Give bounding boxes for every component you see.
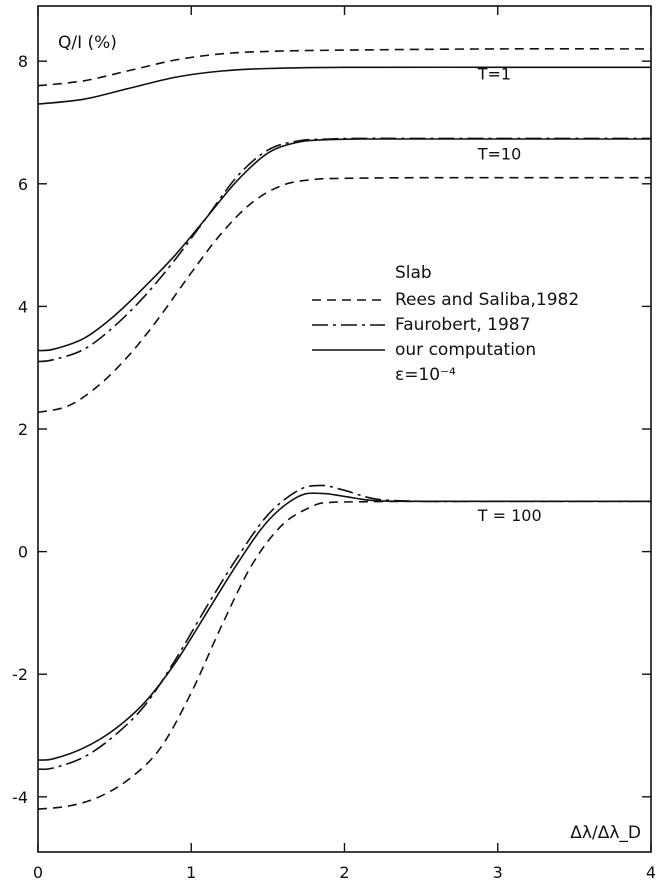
series-t10-dashed bbox=[37, 176, 651, 414]
plot-frame bbox=[37, 5, 652, 853]
y-axis-label: Q/I (%) bbox=[58, 33, 117, 53]
x-tick-label: 4 bbox=[646, 863, 656, 882]
y-tick-label: 8 bbox=[18, 52, 28, 71]
curves bbox=[37, 48, 652, 810]
x-tick-label: 0 bbox=[33, 863, 43, 882]
series-t1-solid bbox=[37, 66, 651, 105]
y-tick-label: 6 bbox=[18, 175, 28, 194]
legend-title: Slab bbox=[395, 263, 432, 283]
legend-entry-label: Rees and Saliba,1982 bbox=[395, 290, 579, 310]
curve-label: T=10 bbox=[477, 144, 522, 163]
series-t10-dashdot bbox=[37, 137, 651, 363]
curve-label: T=1 bbox=[477, 65, 511, 84]
x-axis-label: Δλ/Δλ_D bbox=[570, 823, 641, 843]
series-t100-dashdot bbox=[37, 484, 651, 771]
y-tick-label: 0 bbox=[18, 543, 28, 562]
x-tick-label: 3 bbox=[493, 863, 503, 882]
legend: Slab Rees and Saliba,1982 Faurobert, 1987 o… bbox=[312, 263, 579, 385]
ticks: 0 1 2 3 4 -4 -2 0 2 4 6 8 bbox=[12, 6, 656, 882]
x-tick-label: 2 bbox=[339, 863, 349, 882]
labels: Q/I (%) Δλ/Δλ_D T=1 T=10 T = 100 bbox=[58, 33, 641, 843]
y-tick-label: -2 bbox=[12, 665, 28, 684]
x-tick-label: 1 bbox=[186, 863, 196, 882]
legend-entry-label: our computation bbox=[395, 340, 536, 360]
series-t100-dashed bbox=[37, 500, 651, 810]
y-tick-label: 2 bbox=[18, 420, 28, 439]
y-tick-label: -4 bbox=[12, 788, 28, 807]
series-t1-dashed bbox=[37, 48, 652, 87]
y-tick-label: 4 bbox=[18, 297, 28, 316]
curve-label: T = 100 bbox=[477, 506, 542, 525]
legend-entry-label: Faurobert, 1987 bbox=[395, 315, 530, 335]
series-t100-solid bbox=[37, 492, 651, 761]
series-t10-solid bbox=[37, 138, 651, 352]
legend-entry-sublabel: ε=10⁻⁴ bbox=[395, 365, 456, 385]
